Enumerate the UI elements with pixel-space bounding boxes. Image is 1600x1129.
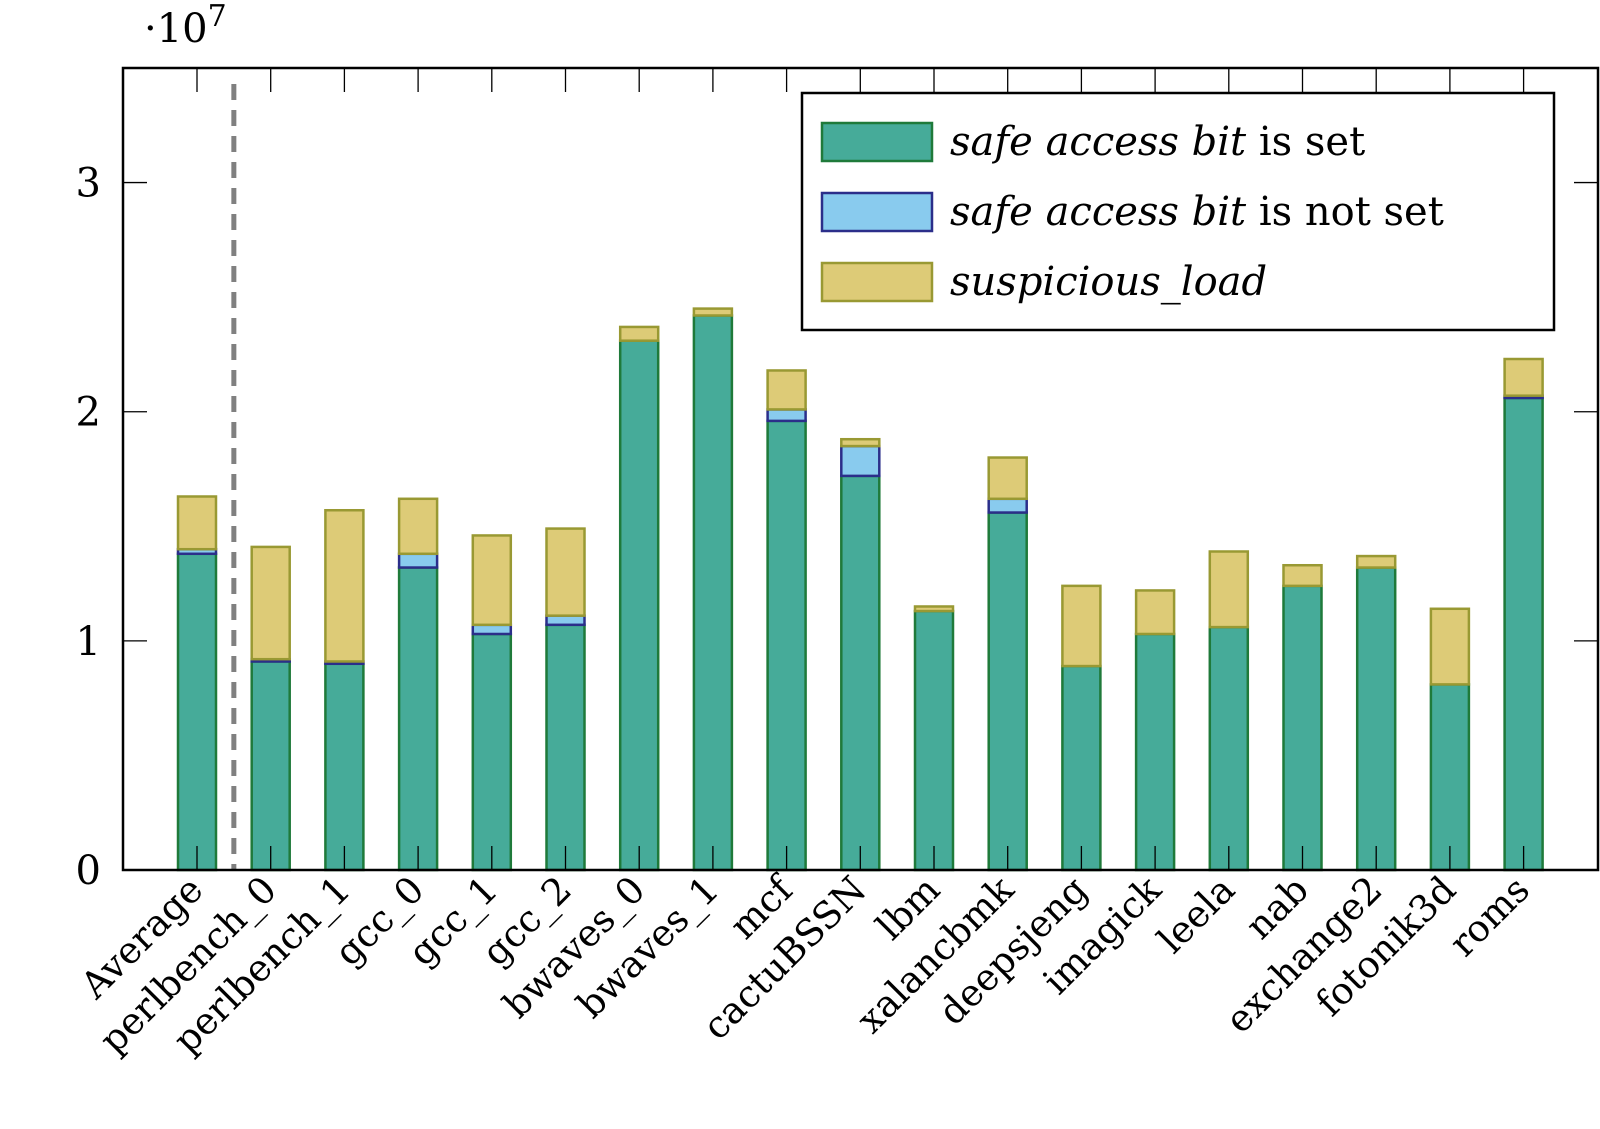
bar-perlbench_1-series-0 xyxy=(324,662,365,872)
bar-bwaves_0-series-2 xyxy=(618,325,660,342)
bar-gcc_2-series-1 xyxy=(545,614,586,627)
legend-swatch-2 xyxy=(820,261,934,303)
bar-perlbench_0-series-2 xyxy=(250,545,291,661)
bar-fotonik3d-series-2 xyxy=(1429,607,1471,686)
axis-ticks xyxy=(123,68,1598,871)
bar-xalancbmk-series-2 xyxy=(987,456,1028,501)
bar-imagick-series-0 xyxy=(1134,632,1176,872)
bar-gcc_2-series-0 xyxy=(545,623,586,872)
y-tick-label: 1 xyxy=(76,619,101,665)
axis-multiplier-base: ·10 xyxy=(144,6,208,52)
legend-entry-suffix: is not set xyxy=(1246,189,1444,235)
legend-entry-italic: safe access bit xyxy=(950,189,1247,235)
x-tick-label: roms xyxy=(1441,868,1538,965)
bar-gcc_0-series-2 xyxy=(397,497,439,556)
bar-xalancbmk-series-1 xyxy=(987,497,1028,514)
bar-leela-series-2 xyxy=(1208,550,1250,629)
y-tick-labels: 0 1 2 3 xyxy=(76,161,101,894)
bar-gcc_1-series-0 xyxy=(471,632,513,872)
bar-deepsjeng-series-0 xyxy=(1061,664,1102,872)
y-tick-label: 3 xyxy=(76,161,101,207)
bar-xalancbmk-series-0 xyxy=(987,511,1028,872)
bar-mcf-series-2 xyxy=(766,369,807,411)
bar-perlbench_0-series-0 xyxy=(250,660,291,872)
y-tick-label: 0 xyxy=(76,848,101,894)
legend-entry-1: safe access bit is not set xyxy=(950,189,1444,235)
x-tick-label: leela xyxy=(1149,868,1243,962)
bar-gcc_1-series-1 xyxy=(471,623,513,636)
bar-nab-series-0 xyxy=(1282,584,1323,872)
bar-gcc_0-series-1 xyxy=(397,552,439,569)
bar-lbm-series-0 xyxy=(913,609,955,872)
bar-gcc_2-series-2 xyxy=(545,527,586,617)
bar-lbm-series-2 xyxy=(913,605,955,613)
x-tick-labels: Averageperlbench_0perlbench_1gcc_0gcc_1g… xyxy=(72,866,1538,1062)
bar-gcc_1-series-2 xyxy=(471,534,513,627)
y-tick-label: 2 xyxy=(76,390,101,436)
bar-cactuBSSN-series-0 xyxy=(840,474,881,872)
bar-imagick-series-2 xyxy=(1134,589,1176,636)
legend-entry-suffix: is set xyxy=(1246,119,1365,165)
legend-entry-italic: safe access bit xyxy=(950,119,1247,165)
bar-mcf-series-1 xyxy=(766,408,807,423)
legend-entry-0: safe access bit is set xyxy=(950,119,1365,165)
bars-layer xyxy=(176,307,1544,872)
bar-roms-series-0 xyxy=(1503,396,1544,872)
bar-gcc_0-series-0 xyxy=(397,566,439,872)
axis-multiplier-exponent: 7 xyxy=(208,0,227,34)
bar-perlbench_1-series-2 xyxy=(324,508,365,663)
legend-entry-italic: suspicious_load xyxy=(950,259,1267,305)
bar-cactuBSSN-series-1 xyxy=(840,444,881,478)
bar-deepsjeng-series-2 xyxy=(1061,584,1102,668)
bar-fotonik3d-series-0 xyxy=(1429,683,1471,872)
legend-swatch-1 xyxy=(820,191,934,233)
bar-bwaves_1-series-2 xyxy=(692,307,734,317)
bar-bwaves_0-series-0 xyxy=(618,339,660,872)
bar-leela-series-0 xyxy=(1208,625,1250,872)
bar-bwaves_1-series-0 xyxy=(692,314,734,872)
bar-nab-series-2 xyxy=(1282,563,1323,588)
bar-roms-series-2 xyxy=(1503,357,1544,397)
bar-Average-series-2 xyxy=(176,495,218,551)
legend-entry-2: suspicious_load xyxy=(950,259,1267,305)
bar-exchange2-series-2 xyxy=(1355,554,1397,569)
bar-exchange2-series-0 xyxy=(1355,566,1397,872)
bar-Average-series-0 xyxy=(176,552,218,872)
bar-mcf-series-0 xyxy=(766,419,807,872)
legend-swatch-0 xyxy=(820,121,934,163)
bar-cactuBSSN-series-2 xyxy=(840,437,881,448)
axis-multiplier-label: ·107 xyxy=(144,0,227,52)
